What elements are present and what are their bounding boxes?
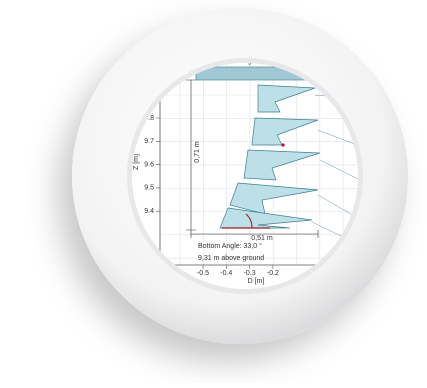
- above-ground: 9,31 m above ground: [198, 255, 264, 262]
- x-tick-label: -0.3: [244, 270, 256, 277]
- y-tick-label: 9.4: [144, 208, 154, 215]
- lens-content: Weight: 35,00 kg 0,71 m 0,51 m Bottom An…: [132, 63, 358, 289]
- height-dimension: 0,71 m: [194, 141, 201, 163]
- bottom-angle: Bottom Angle: 33,0 °: [198, 242, 262, 250]
- y-tick-label: 9.7: [144, 138, 154, 145]
- y-tick-label: 9.6: [144, 161, 154, 168]
- x-tick-label: -0.2: [267, 270, 279, 277]
- x-tick-label: -0.5: [197, 270, 209, 277]
- x-tick-label: -0.4: [220, 270, 232, 277]
- x-axis-label: D [m]: [248, 278, 265, 285]
- y-axis-label: Z [m]: [133, 154, 140, 170]
- angle-arc: [245, 213, 253, 229]
- center-of-gravity: [281, 143, 285, 147]
- dimensions: [186, 79, 319, 238]
- y-tick-label: 9.8: [144, 115, 154, 122]
- y-tick-label: 9.5: [144, 185, 154, 192]
- depth-dimension: 0,51 m: [251, 235, 273, 242]
- speaker-array: [219, 84, 321, 229]
